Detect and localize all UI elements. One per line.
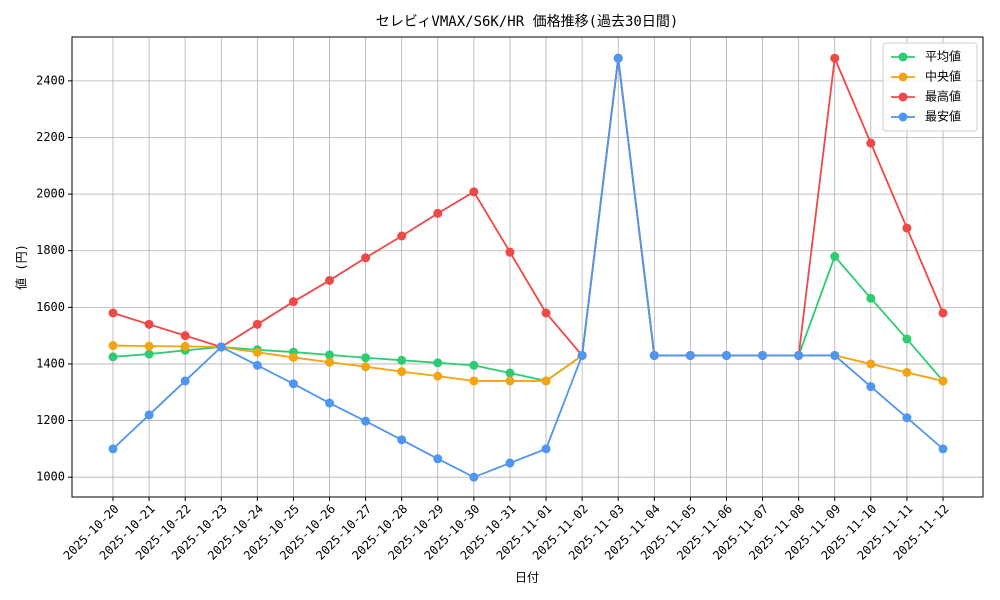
plot-frame <box>71 36 984 498</box>
data-point <box>541 376 551 386</box>
y-tick-label: 1600 <box>36 300 65 314</box>
data-point <box>180 376 190 386</box>
y-tick-label: 1200 <box>36 413 65 427</box>
data-point <box>252 360 262 370</box>
data-point <box>505 458 515 468</box>
data-point <box>288 379 298 389</box>
y-tick-label: 2000 <box>36 187 65 201</box>
data-point <box>144 410 154 420</box>
data-point <box>613 53 623 63</box>
legend-marker <box>898 92 908 102</box>
legend-label: 平均値 <box>925 49 961 64</box>
y-tick-label: 1000 <box>36 470 65 484</box>
data-point <box>902 223 912 233</box>
data-point <box>469 360 479 370</box>
data-point <box>505 247 515 257</box>
series-line <box>112 54 944 358</box>
data-point <box>830 251 840 261</box>
data-point <box>505 368 515 378</box>
data-point <box>397 231 407 241</box>
legend-label: 最高値 <box>925 89 961 104</box>
chart-title: セレビィVMAX/S6K/HR 価格推移(過去30日間) <box>376 14 679 30</box>
data-point <box>794 350 804 360</box>
series-line <box>112 58 944 479</box>
y-tick-label: 2400 <box>36 73 65 87</box>
data-point <box>325 350 335 360</box>
data-point <box>180 341 190 351</box>
data-point <box>397 355 407 365</box>
data-point <box>108 341 118 351</box>
series-line <box>112 58 944 382</box>
data-point <box>938 376 948 386</box>
data-point <box>469 187 479 197</box>
data-point <box>505 376 515 386</box>
data-point <box>361 362 371 372</box>
data-point <box>866 138 876 148</box>
series-line <box>112 58 944 382</box>
data-point <box>469 376 479 386</box>
data-point <box>649 350 659 360</box>
data-point <box>325 398 335 408</box>
legend-marker <box>898 72 908 82</box>
legend-marker <box>898 52 908 62</box>
data-point <box>866 359 876 369</box>
y-tick-label: 1800 <box>36 243 65 257</box>
data-point <box>577 350 587 360</box>
y-axis-label: 値 (円) <box>14 244 29 290</box>
data-point <box>938 444 948 454</box>
data-point <box>144 319 154 329</box>
data-point <box>902 334 912 344</box>
data-point <box>144 349 154 359</box>
data-point <box>758 350 768 360</box>
data-point <box>252 347 262 357</box>
data-point <box>252 319 262 329</box>
data-point <box>433 358 443 368</box>
data-point <box>830 350 840 360</box>
data-point <box>108 444 118 454</box>
data-point <box>541 444 551 454</box>
legend-marker <box>898 112 908 122</box>
data-point <box>216 342 226 352</box>
legend-label: 中央値 <box>925 69 961 84</box>
data-point <box>830 53 840 63</box>
data-point <box>288 297 298 307</box>
data-point <box>144 341 154 351</box>
y-tick-label: 1400 <box>36 356 65 370</box>
data-point <box>108 308 118 318</box>
x-axis-label: 日付 <box>515 571 539 585</box>
y-tick-label: 2200 <box>36 130 65 144</box>
data-point <box>433 208 443 218</box>
data-point <box>902 413 912 423</box>
data-point <box>361 416 371 426</box>
data-point <box>108 352 118 362</box>
data-point <box>685 350 695 360</box>
data-point <box>288 352 298 362</box>
data-point <box>325 357 335 367</box>
data-point <box>938 308 948 318</box>
data-point <box>325 275 335 285</box>
data-point <box>361 353 371 363</box>
data-point <box>866 382 876 392</box>
data-point <box>721 350 731 360</box>
data-point <box>902 367 912 377</box>
legend-label: 最安値 <box>925 109 961 124</box>
data-point <box>361 253 371 263</box>
data-point <box>541 308 551 318</box>
data-point <box>469 472 479 482</box>
data-point <box>180 331 190 341</box>
data-point <box>433 454 443 464</box>
data-point <box>866 293 876 303</box>
data-point <box>433 371 443 381</box>
data-point <box>397 435 407 445</box>
data-point <box>397 367 407 377</box>
legend-box <box>882 42 978 132</box>
